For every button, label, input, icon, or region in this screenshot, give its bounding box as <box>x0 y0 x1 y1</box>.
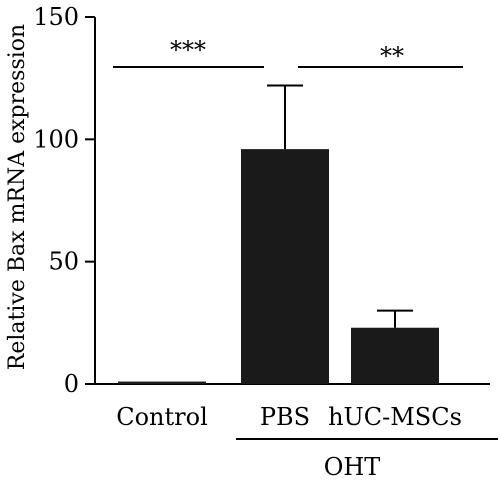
bars-layer <box>118 149 439 384</box>
bar-control <box>118 381 206 384</box>
error-bars-layer <box>267 84 413 328</box>
x-category-label: hUC-MSCs <box>328 403 462 431</box>
x-category-label: PBS <box>260 403 310 431</box>
significance-label: ** <box>380 42 404 70</box>
bar-huc-mscs <box>351 327 439 384</box>
labels-layer: Control PBS hUC-MSCs OHT <box>116 403 498 481</box>
y-tick-label: 0 <box>64 370 79 398</box>
y-tick-label: 50 <box>48 248 79 276</box>
significance-layer: *** ** <box>113 36 463 70</box>
x-category-label: Control <box>116 403 208 431</box>
significance-label: *** <box>170 36 206 64</box>
y-tick-label: 150 <box>33 3 79 31</box>
group-label: OHT <box>324 453 381 481</box>
y-tick-label: 100 <box>33 125 79 153</box>
y-axis-title: Relative Bax mRNA expression <box>5 24 30 370</box>
bar-pbs <box>241 149 329 384</box>
